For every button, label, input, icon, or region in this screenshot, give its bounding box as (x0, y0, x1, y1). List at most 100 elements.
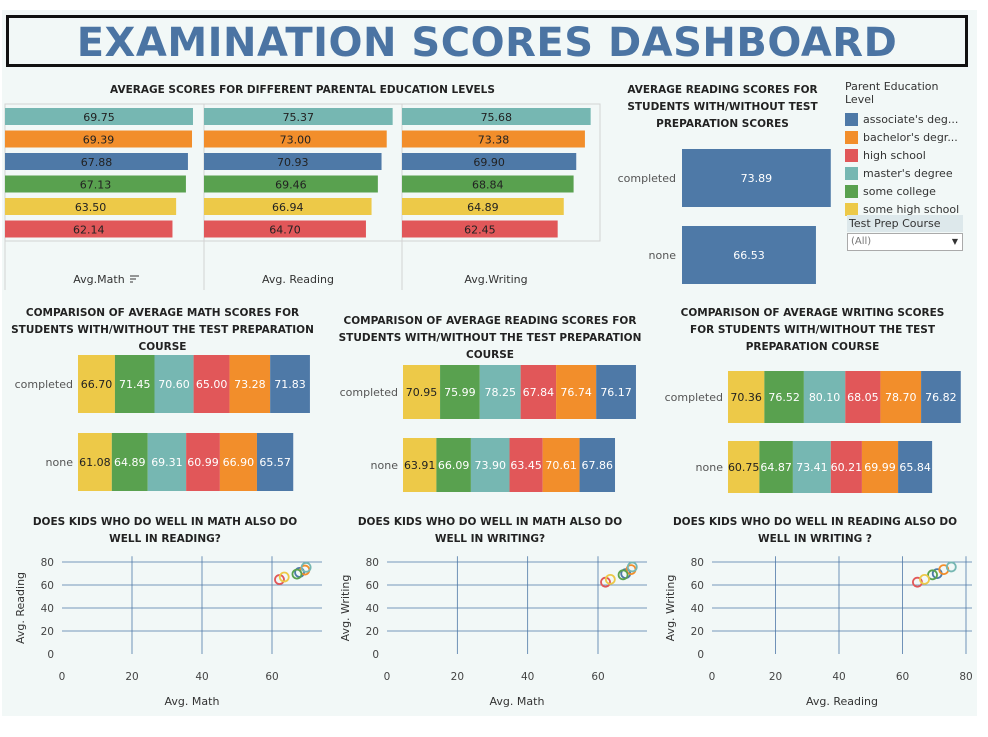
stacked-segment (803, 371, 846, 423)
segment-value-label: 63.45 (510, 459, 542, 472)
y-tick-label: 80 (366, 557, 379, 569)
stacked-segment (256, 433, 294, 491)
bar-value-label: 73.38 (478, 134, 510, 147)
y-tick-label: 60 (691, 580, 704, 592)
bar (682, 226, 816, 284)
legend-item[interactable]: high school (845, 146, 970, 164)
scatter-point (945, 561, 957, 573)
segment-value-label: 76.17 (600, 386, 632, 399)
stacked-segment (114, 355, 155, 413)
legend-swatch (845, 148, 858, 162)
category-label: none (649, 249, 677, 262)
legend-swatch (845, 166, 858, 180)
bar (5, 198, 177, 215)
segment-value-label: 76.74 (560, 386, 592, 399)
segment-value-label: 70.95 (406, 386, 438, 399)
bar (402, 220, 558, 238)
test-prep-filter-dropdown[interactable]: (All) ▼ (847, 233, 963, 251)
reading-prep-bar-chart: completed 73.89 none 66.53 (618, 149, 831, 284)
y-tick-label: 0 (372, 649, 379, 661)
bar-value-label: 69.39 (83, 134, 115, 147)
axis-label: Avg.Math (73, 273, 124, 286)
scatter-point (626, 561, 638, 573)
stacked-segment (728, 371, 765, 423)
bar (5, 153, 188, 170)
stacked-segment (845, 371, 881, 423)
segment-value-label: 69.99 (864, 461, 896, 474)
stacked-segment (403, 438, 437, 492)
legend-item[interactable]: some college (845, 182, 970, 200)
segment-value-label: 65.00 (196, 378, 228, 391)
parent-education-legend: Parent Education Level associate's deg..… (845, 80, 970, 218)
y-tick-label: 60 (366, 580, 379, 592)
legend-item[interactable]: associate's deg... (845, 110, 970, 128)
stacked-segment (728, 441, 760, 493)
segment-value-label: 61.08 (79, 456, 111, 469)
scatter-math-reading: 0 20 40 60 80 0 20 40 60 Avg. Math Avg. Reading (14, 556, 322, 708)
legend-label: high school (863, 148, 926, 162)
stacked-segment (270, 355, 310, 413)
segment-value-label: 78.25 (484, 386, 516, 399)
segment-value-label: 70.60 (158, 378, 190, 391)
segment-value-label: 60.75 (728, 461, 760, 474)
stacked-segment (921, 371, 961, 423)
bar-value-label: 69.90 (473, 156, 505, 169)
scatter-point (291, 568, 303, 580)
reading-prep-stacked-chart: completed 70.95 75.99 78.25 67.84 76.74 76.17 n… (340, 365, 636, 492)
bar (5, 220, 173, 238)
segment-value-label: 60.21 (831, 461, 863, 474)
chevron-down-icon: ▼ (951, 237, 958, 246)
stacked-segment (219, 433, 257, 491)
bar (682, 149, 831, 207)
parental-education-bar-chart: 69.75 69.39 67.88 67.13 63.50 62.14 Avg.Math 75… (4, 103, 601, 290)
segment-value-label: 68.05 (847, 391, 879, 404)
segment-value-label: 73.28 (234, 378, 266, 391)
y-tick-label: 20 (41, 626, 54, 638)
segment-value-label: 60.99 (187, 456, 219, 469)
stacked-segment (596, 365, 636, 419)
x-tick-label: 40 (521, 671, 534, 683)
bar-value-label: 67.13 (80, 179, 112, 192)
segment-value-label: 78.70 (885, 391, 917, 404)
bar-value-label: 73.00 (280, 134, 312, 147)
segment-value-label: 73.41 (796, 461, 828, 474)
bar (204, 175, 378, 193)
segment-value-label: 67.84 (523, 386, 555, 399)
stacked-segment (861, 441, 899, 493)
stacked-segment (830, 441, 862, 493)
reading-prep-chart-title: AVERAGE READING SCORES FOR STUDENTS WITH… (627, 84, 818, 130)
legend-label: master's degree (863, 166, 953, 180)
bar-value-label: 63.50 (75, 201, 107, 214)
x-tick-label: 60 (896, 671, 909, 683)
legend-label: some college (863, 184, 936, 198)
segment-value-label: 66.90 (223, 456, 255, 469)
scatter-point (927, 569, 938, 581)
bar-value-label: 75.37 (283, 111, 315, 124)
scatter-point (300, 561, 312, 573)
stacked-segment (154, 355, 194, 413)
category-label: completed (15, 378, 73, 391)
legend-item[interactable]: some high school (845, 200, 970, 218)
legend-label: associate's deg... (863, 112, 959, 126)
stacked-segment (440, 365, 480, 419)
bar (5, 175, 186, 193)
x-tick-label: 20 (125, 671, 138, 683)
scatter-reading-writing: 0 20 40 60 80 0 20 40 60 80 Avg. Reading Avg. Writi… (664, 556, 973, 708)
y-tick-label: 20 (366, 626, 379, 638)
x-tick-label: 0 (384, 671, 391, 683)
title-banner: EXAMINATION SCORES DASHBOARD (6, 15, 968, 67)
bar (204, 198, 372, 215)
segment-value-label: 64.89 (114, 456, 146, 469)
stacked-segment (579, 438, 616, 492)
legend-label: bachelor's degr... (863, 130, 958, 144)
y-axis-label: Avg. Writing (339, 575, 352, 642)
stacked-segment (509, 438, 543, 492)
y-tick-label: 40 (691, 603, 704, 615)
legend-item[interactable]: bachelor's degr... (845, 128, 970, 146)
math-prep-stacked-chart: completed 66.70 71.45 70.60 65.00 73.28 71.83 n… (15, 355, 310, 491)
legend-item[interactable]: master's degree (845, 164, 970, 182)
segment-value-label: 71.83 (274, 378, 306, 391)
bar-value-label: 69.75 (83, 111, 115, 124)
scatter-point (617, 569, 629, 581)
bar (402, 198, 564, 215)
